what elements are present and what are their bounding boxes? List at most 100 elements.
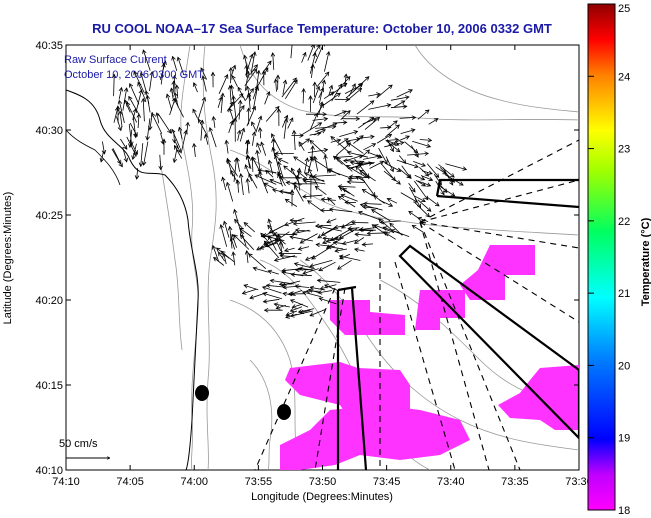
current-vector: [129, 83, 140, 105]
current-vector-head: [225, 181, 231, 187]
current-vector: [309, 308, 326, 317]
current-vector: [220, 93, 224, 114]
current-vector-head: [185, 121, 190, 127]
current-vector: [242, 289, 257, 294]
current-vector: [200, 67, 208, 80]
current-vector-head: [426, 143, 432, 148]
current-vector-head: [287, 291, 293, 297]
current-vector-head: [131, 155, 136, 161]
current-vector-head: [268, 229, 274, 234]
current-vector-head: [284, 221, 289, 227]
current-vector-head: [273, 302, 279, 307]
current-vector-head: [388, 202, 394, 207]
current-vector-head: [342, 120, 348, 125]
current-vector-head: [233, 208, 238, 214]
current-vector-head: [304, 157, 310, 163]
current-vector: [283, 285, 301, 288]
current-vector-head: [251, 105, 256, 111]
current-vector: [290, 236, 313, 242]
current-vector-head: [343, 73, 349, 79]
current-vector: [318, 261, 336, 271]
current-vector-head: [316, 45, 321, 49]
current-vector-head: [408, 210, 413, 216]
current-vector: [414, 195, 426, 202]
current-vector: [318, 225, 342, 232]
current-vector-head: [267, 224, 272, 230]
current-vector: [281, 77, 297, 98]
current-vector: [335, 248, 348, 252]
current-vector: [318, 290, 332, 294]
current-vector-head: [342, 110, 347, 115]
current-vector: [151, 112, 163, 134]
current-vector-head: [243, 222, 249, 227]
current-vector: [198, 119, 208, 136]
current-vector-head: [227, 84, 233, 90]
current-vector: [173, 131, 175, 143]
current-vector: [232, 95, 237, 120]
current-vector-head: [299, 239, 305, 244]
current-vector: [174, 145, 183, 159]
current-vector-head: [240, 127, 246, 133]
current-vector-head: [318, 297, 324, 302]
current-vector-head: [271, 138, 276, 143]
current-vector-head: [229, 84, 235, 90]
current-vector-head: [271, 146, 276, 152]
current-vector: [346, 165, 367, 178]
current-vector: [302, 268, 319, 274]
current-vector-head: [421, 162, 426, 167]
current-vector-head: [283, 247, 289, 253]
current-vector-head: [231, 64, 237, 70]
current-vector-head: [281, 270, 286, 275]
current-vector: [290, 299, 309, 308]
current-vector-head: [326, 219, 332, 224]
current-vector: [321, 227, 336, 236]
current-vector: [251, 121, 257, 133]
current-vector-head: [218, 251, 223, 257]
current-vector: [367, 152, 383, 158]
current-vector: [244, 71, 249, 92]
current-vector: [357, 136, 375, 139]
current-vector: [312, 86, 320, 104]
current-vector-head: [399, 140, 405, 146]
current-vector: [435, 166, 447, 175]
current-vector-head: [227, 225, 233, 231]
current-vector-head: [334, 248, 340, 253]
current-vector: [218, 251, 226, 262]
current-vector: [302, 178, 325, 181]
colorbar-tick-label: 25: [618, 3, 630, 15]
current-vector-head: [394, 137, 400, 143]
current-vector: [324, 155, 329, 174]
current-vector-head: [375, 116, 381, 122]
current-vector: [290, 306, 303, 312]
current-vector-head: [269, 278, 275, 284]
current-vector: [333, 242, 344, 245]
current-vector: [252, 86, 258, 110]
colorbar-tick-label: 23: [618, 144, 630, 156]
current-vector-head: [277, 158, 283, 163]
current-vector: [227, 159, 238, 177]
current-vector-head: [391, 176, 396, 182]
current-vector-head: [308, 95, 313, 100]
current-vector-head: [213, 256, 218, 262]
current-vector-head: [201, 75, 206, 81]
current-vector: [408, 182, 416, 193]
current-vector-head: [114, 106, 120, 112]
current-vector: [140, 72, 147, 94]
current-vector: [217, 97, 222, 109]
x-tick-label: 74:00: [180, 476, 208, 488]
current-vector: [309, 156, 328, 169]
current-vector: [128, 123, 133, 146]
current-vector-head: [309, 156, 314, 162]
current-vector: [264, 240, 280, 259]
current-vector-head: [117, 126, 123, 132]
current-vector: [272, 189, 294, 195]
current-vector: [302, 291, 322, 298]
current-vector: [213, 257, 225, 266]
current-vector-head: [327, 197, 332, 202]
current-vector-head: [370, 134, 375, 140]
current-vector: [278, 161, 284, 179]
current-vector-head: [258, 171, 263, 177]
current-vector: [390, 105, 407, 109]
current-vector: [129, 122, 138, 137]
current-vector: [248, 93, 251, 110]
